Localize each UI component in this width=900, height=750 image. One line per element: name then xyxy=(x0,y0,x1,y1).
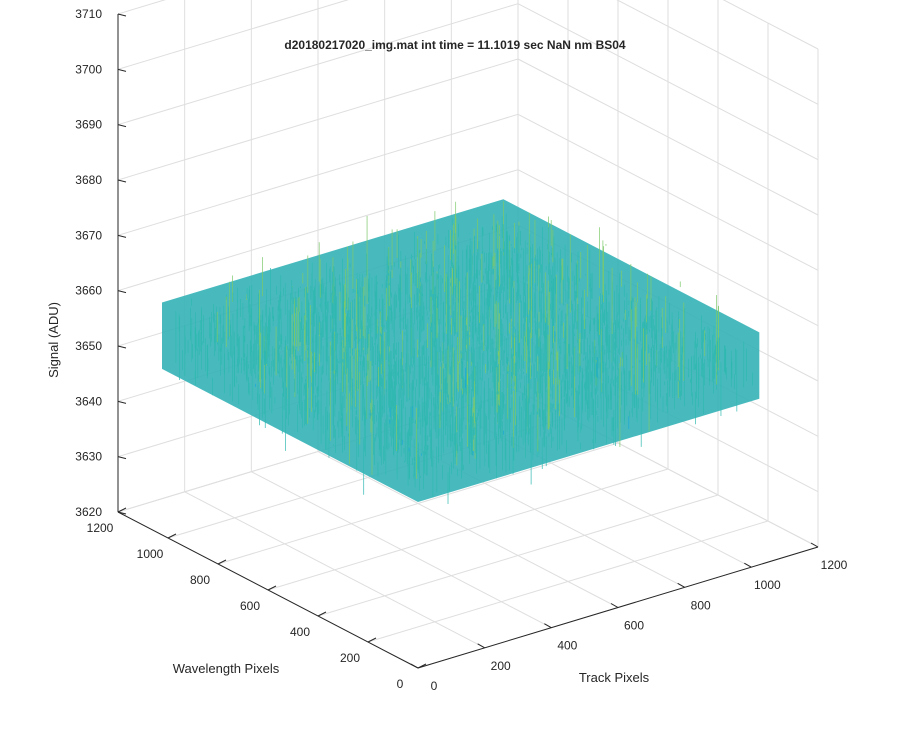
z-tick xyxy=(117,400,127,404)
z-tick xyxy=(117,68,127,72)
y-tick-label: 800 xyxy=(190,573,210,587)
tick-labels: 0 200 400 600 800 1000 1200 0 200 400 600 800 1000 12… xyxy=(75,7,847,693)
z-tick-label: 3700 xyxy=(75,62,102,76)
y-tick-label: 600 xyxy=(240,599,260,613)
x-tick-label: 200 xyxy=(491,659,511,673)
z-tick-label: 3660 xyxy=(75,284,102,298)
y-tick-label: 0 xyxy=(397,677,404,691)
z-tick xyxy=(117,290,127,294)
x-tick-label: 600 xyxy=(624,619,644,633)
x-tick xyxy=(744,562,752,568)
axis-lines xyxy=(117,13,819,669)
grid-line xyxy=(317,494,719,617)
y-tick-label: 1200 xyxy=(87,521,114,535)
y-tick xyxy=(267,585,277,591)
grid-line xyxy=(616,0,819,105)
z-tick xyxy=(117,124,127,128)
surface-body xyxy=(162,199,760,502)
y-tick xyxy=(167,533,177,539)
y-tick-label: 1000 xyxy=(137,547,164,561)
grid-line xyxy=(517,113,819,271)
grid-line xyxy=(517,169,819,327)
grid-line xyxy=(722,0,819,50)
y-axis-label: Wavelength Pixels xyxy=(173,661,280,676)
y-tick xyxy=(317,611,327,617)
grid-line xyxy=(117,3,519,126)
z-tick xyxy=(117,511,127,515)
grid-line xyxy=(267,468,669,591)
x-tick-label: 1200 xyxy=(821,558,848,572)
grid-line xyxy=(517,3,819,161)
x-tick-label: 0 xyxy=(431,679,438,693)
surface-data xyxy=(162,199,760,504)
y-tick xyxy=(367,637,377,643)
grid-line xyxy=(117,169,519,292)
y-tick xyxy=(217,559,227,565)
x-tick xyxy=(677,582,685,588)
z-tick-label: 3710 xyxy=(75,7,102,21)
z-tick xyxy=(117,234,127,238)
z-tick xyxy=(117,345,127,349)
z-tick-label: 3650 xyxy=(75,339,102,353)
x-tick xyxy=(610,603,619,608)
x-tick xyxy=(477,643,485,649)
chart-title: d20180217020_img.mat int time = 11.1019 … xyxy=(284,38,626,52)
z-tick xyxy=(117,456,127,460)
x-tick-label: 800 xyxy=(691,598,711,612)
grid-line xyxy=(217,442,619,565)
x-tick-label: 400 xyxy=(557,639,577,653)
z-tick-label: 3690 xyxy=(75,118,102,132)
z-tick-label: 3630 xyxy=(75,450,102,464)
z-tick xyxy=(117,179,127,183)
z-tick-label: 3640 xyxy=(75,394,102,408)
z-axis-label: Signal (ADU) xyxy=(46,302,61,378)
x-tick xyxy=(810,542,819,548)
y-tick xyxy=(117,507,127,513)
z-tick-label: 3680 xyxy=(75,173,102,187)
x-tick xyxy=(544,623,552,629)
x-tick xyxy=(410,663,419,669)
y-tick-label: 400 xyxy=(290,625,310,639)
x-tick-label: 1000 xyxy=(754,578,781,592)
grid-line xyxy=(517,58,819,216)
z-tick-label: 3670 xyxy=(75,228,102,242)
z-tick xyxy=(117,13,127,17)
grid-line xyxy=(117,58,519,181)
z-tick-label: 3620 xyxy=(75,505,102,519)
y-tick xyxy=(417,663,427,669)
y-tick-label: 200 xyxy=(340,651,360,665)
x-axis-label: Track Pixels xyxy=(579,670,650,685)
grid-line xyxy=(367,520,769,643)
grid-line xyxy=(117,113,519,236)
grid-line xyxy=(117,0,349,70)
